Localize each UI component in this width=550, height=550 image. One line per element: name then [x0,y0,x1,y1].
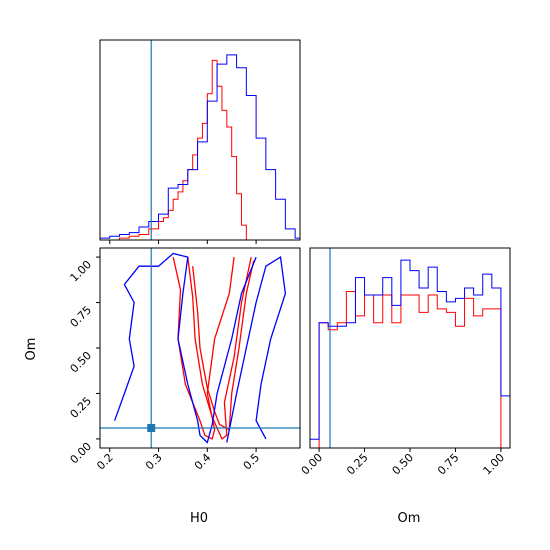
om-tick-label: 0.75 [68,303,95,330]
om-marginal-frame [309,247,511,449]
om-right-tick-label: 0.50 [390,451,417,478]
om-tick-label: 0.00 [68,440,95,467]
om-marginal-panel: 0.00 0.25 0.50 0.75 1.00 [299,247,511,478]
joint-contours [113,252,287,444]
om-right-tick-label: 0.75 [435,451,462,478]
om-right-tick-label: 0.00 [299,451,326,478]
om-tick-label: 0.25 [68,394,95,421]
om-hist-series-2 [309,259,511,448]
contour-series-2-level-2 [226,256,287,443]
x-axis-label-om: Om [398,511,421,526]
h0-tick-label: 0.3 [143,451,165,473]
h0-marginal-panel [99,39,301,244]
om-right-tick-label: 0.25 [344,451,371,478]
om-hist-series-1 [310,290,510,449]
h0-hist-series-1 [100,59,300,241]
h0-om-contour-panel: 0.2 0.3 0.4 0.5 0.00 0.25 0.50 0.75 1.00 [68,247,301,473]
contour-series-1-level-3 [192,260,255,431]
h0-hist-series-2 [99,54,301,240]
om-tick-label: 1.00 [68,258,95,285]
joint-frame [99,247,301,449]
y-axis-label-om: Om [24,338,39,361]
h0-marginal-frame [99,39,301,241]
h0-tick-label: 0.2 [94,451,116,473]
contour-series-1-level-2 [187,256,252,440]
h0-tick-label: 0.4 [192,451,214,473]
truth-marker [147,424,156,432]
x-axis-label-h0: H0 [190,511,208,526]
om-tick-label: 0.50 [68,349,95,376]
om-right-tick-label: 1.00 [481,451,508,478]
contour-series-2-level-1 [113,252,257,444]
h0-tick-label: 0.5 [241,451,263,473]
